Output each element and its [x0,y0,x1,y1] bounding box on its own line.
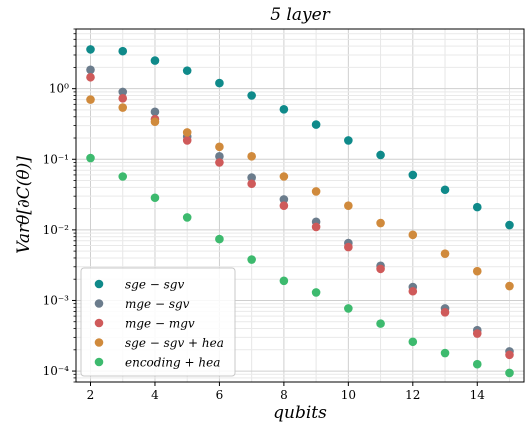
legend-label: sge − sgv [125,278,184,292]
data-point [440,307,450,317]
legend-label: mge − mgv [125,317,195,331]
data-point [150,193,160,203]
x-tick-label: 14 [470,388,486,402]
data-point [86,72,95,82]
legend-marker [94,357,104,367]
data-point [247,91,256,100]
data-point [440,249,450,258]
data-point [505,220,514,230]
y-axis-label: Varθ[∂C(θ)] [14,156,34,254]
data-point [279,195,289,204]
data-point [505,368,514,378]
data-point [150,56,160,65]
data-point [247,152,256,161]
x-tick-label: 4 [151,388,159,402]
data-point [408,337,418,347]
data-point [344,304,353,313]
data-point [311,120,321,129]
x-tick-label: 6 [216,388,224,402]
y-tick-label: 10⁰ [49,82,69,96]
data-point [118,87,128,97]
data-point [86,95,95,104]
data-point [408,170,418,180]
data-point [505,281,514,291]
data-point [376,218,385,228]
legend-marker [94,338,104,347]
legend-marker [94,299,104,308]
data-point [182,136,192,145]
data-point [472,202,482,212]
data-point [505,350,514,360]
data-point [182,128,192,137]
data-point [215,234,224,244]
legend-marker [94,279,104,289]
data-point [344,136,353,145]
data-point [247,173,256,182]
data-point [247,255,256,264]
data-point [311,222,321,232]
data-point [279,201,289,210]
data-point [182,213,192,222]
data-point [344,242,353,252]
data-point [150,107,160,117]
data-point [376,319,385,328]
data-point [118,46,128,56]
legend-marker [94,318,104,328]
data-point [150,117,160,127]
axis-ticks: 2 4 6 8 10 12 14 10⁻⁴ 10⁻³ 10⁻² 10⁻¹ 10⁰ [43,28,486,402]
data-point [215,78,224,88]
x-tick-label: 12 [405,388,420,402]
data-point [215,142,224,152]
data-point [215,158,224,167]
data-point [376,264,385,274]
data-point [311,187,321,196]
y-tick-label: 10⁻² [43,223,70,237]
legend-label: sge − sgv + hea [125,336,224,350]
data-point [182,66,192,75]
data-point [247,179,256,189]
data-points [86,45,514,378]
data-point [408,286,418,296]
data-point [440,185,450,195]
data-point [376,150,385,160]
data-point [472,359,482,369]
legend-label: mge − sgv [125,297,190,311]
legend-label: encoding + hea [125,356,220,370]
data-point [118,103,128,112]
data-point [279,276,289,286]
data-point [440,348,450,358]
data-point [279,172,289,181]
data-point [86,45,95,54]
x-tick-label: 2 [87,388,95,402]
data-point [344,201,353,210]
x-axis-label: qubits [273,403,327,423]
y-tick-label: 10⁻³ [43,293,70,307]
x-tick-label: 8 [280,388,288,402]
data-point [279,105,289,114]
y-tick-label: 10⁻⁴ [43,364,70,378]
plot-frame [75,28,525,383]
data-point [118,94,128,103]
data-point [118,172,128,181]
data-point [472,329,482,338]
chart-title: 5 layer [270,5,330,25]
data-point [215,152,224,161]
legend-box [80,267,236,377]
data-point [86,153,95,163]
x-tick-label: 10 [341,388,356,402]
legend: sge − sgv mge − sgv mge − mgv sge − sgv + h… [80,267,236,377]
y-tick-label: 10⁻¹ [43,152,69,166]
data-point [408,230,418,240]
data-point [472,266,482,276]
data-point [311,288,321,297]
data-point [86,65,95,75]
